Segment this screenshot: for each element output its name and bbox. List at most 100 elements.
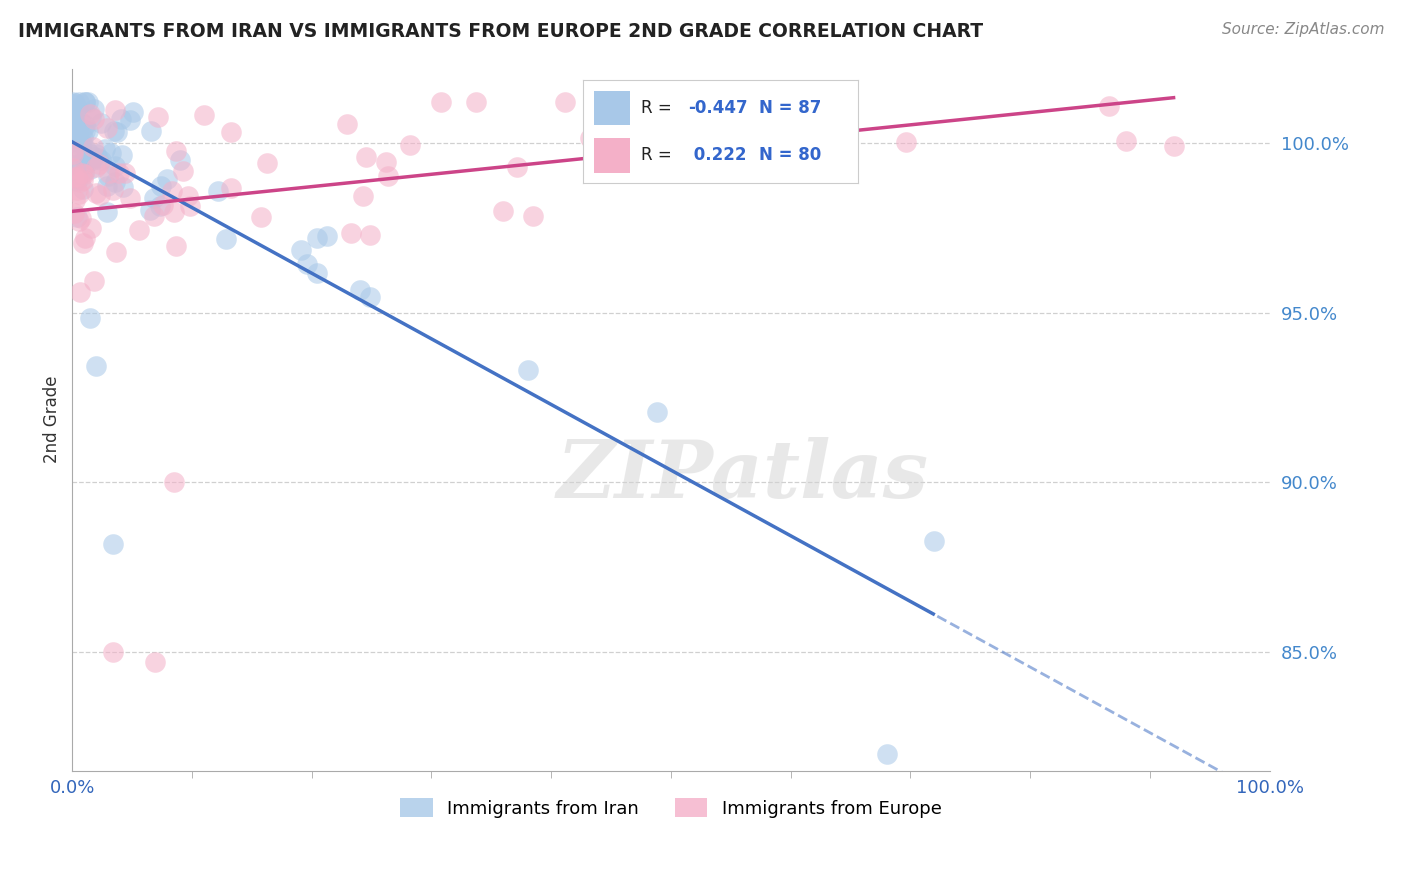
- Point: [79, 310, 101, 325]
- Point: [66, 101, 89, 115]
- Point: [104, 244, 127, 259]
- Point: [63, 159, 86, 173]
- Point: [104, 159, 127, 173]
- Point: [73, 168, 96, 182]
- Point: [655, 118, 678, 132]
- Point: [65, 194, 87, 208]
- Point: [430, 95, 453, 110]
- Point: [146, 110, 169, 124]
- Point: [336, 117, 359, 131]
- Point: [172, 164, 194, 178]
- Point: [104, 103, 127, 117]
- Text: 0.222: 0.222: [688, 146, 747, 164]
- Point: [83, 102, 105, 116]
- Point: [316, 229, 339, 244]
- Point: [75, 142, 97, 156]
- Point: [215, 231, 238, 245]
- Point: [72, 164, 94, 178]
- Point: [65, 157, 87, 171]
- Point: [554, 95, 576, 110]
- Point: [876, 747, 898, 761]
- Point: [359, 228, 381, 243]
- Point: [82, 140, 104, 154]
- Point: [896, 135, 918, 149]
- Point: [66, 169, 89, 184]
- FancyBboxPatch shape: [595, 91, 630, 126]
- Point: [1098, 98, 1121, 112]
- Point: [73, 230, 96, 244]
- Point: [63, 95, 86, 110]
- Point: [65, 120, 87, 134]
- Point: [579, 131, 602, 145]
- Point: [66, 183, 89, 197]
- Point: [75, 95, 97, 110]
- Point: [90, 116, 112, 130]
- Point: [105, 125, 128, 139]
- Point: [72, 235, 94, 250]
- Text: -0.447: -0.447: [688, 99, 748, 117]
- Point: [290, 243, 312, 257]
- Point: [65, 129, 87, 144]
- Point: [354, 151, 377, 165]
- Point: [72, 121, 94, 136]
- Point: [100, 146, 122, 161]
- Point: [143, 209, 166, 223]
- Point: [69, 211, 91, 226]
- Point: [103, 124, 125, 138]
- Text: R =: R =: [641, 146, 678, 164]
- Point: [179, 199, 201, 213]
- FancyBboxPatch shape: [595, 137, 630, 173]
- Point: [377, 169, 399, 184]
- Point: [1115, 134, 1137, 148]
- Point: [295, 257, 318, 271]
- Point: [624, 138, 647, 153]
- Point: [96, 121, 118, 136]
- Point: [66, 174, 89, 188]
- Point: [75, 95, 97, 110]
- Point: [110, 112, 132, 126]
- Point: [87, 151, 110, 165]
- Point: [80, 221, 103, 235]
- Point: [72, 182, 94, 196]
- Point: [163, 204, 186, 219]
- Point: [87, 157, 110, 171]
- Point: [104, 176, 127, 190]
- Point: [250, 210, 273, 224]
- Point: [207, 184, 229, 198]
- Point: [62, 95, 84, 110]
- Legend: Immigrants from Iran, Immigrants from Europe: Immigrants from Iran, Immigrants from Eu…: [392, 791, 949, 825]
- Point: [165, 239, 187, 253]
- Point: [149, 198, 172, 212]
- Point: [142, 191, 165, 205]
- Point: [352, 188, 374, 202]
- Point: [219, 181, 242, 195]
- Point: [75, 118, 97, 132]
- Point: [63, 158, 86, 172]
- Point: [66, 210, 89, 224]
- Point: [614, 95, 637, 110]
- Point: [76, 95, 98, 110]
- Point: [143, 656, 166, 670]
- Point: [307, 266, 329, 280]
- Point: [84, 359, 107, 373]
- Point: [84, 161, 107, 175]
- Point: [70, 136, 93, 150]
- Point: [120, 191, 142, 205]
- Point: [152, 198, 174, 212]
- Point: [80, 153, 103, 168]
- Text: R =: R =: [641, 99, 678, 117]
- Point: [79, 106, 101, 120]
- Y-axis label: 2nd Grade: 2nd Grade: [44, 376, 60, 463]
- Point: [163, 475, 186, 489]
- Point: [70, 115, 93, 129]
- Text: IMMIGRANTS FROM IRAN VS IMMIGRANTS FROM EUROPE 2ND GRADE CORRELATION CHART: IMMIGRANTS FROM IRAN VS IMMIGRANTS FROM …: [18, 22, 983, 41]
- Point: [63, 170, 86, 185]
- Point: [63, 170, 86, 185]
- Point: [150, 179, 173, 194]
- Point: [516, 363, 538, 377]
- Point: [924, 533, 946, 548]
- Point: [62, 116, 84, 130]
- Point: [67, 186, 90, 201]
- Point: [89, 188, 111, 202]
- Point: [256, 155, 278, 169]
